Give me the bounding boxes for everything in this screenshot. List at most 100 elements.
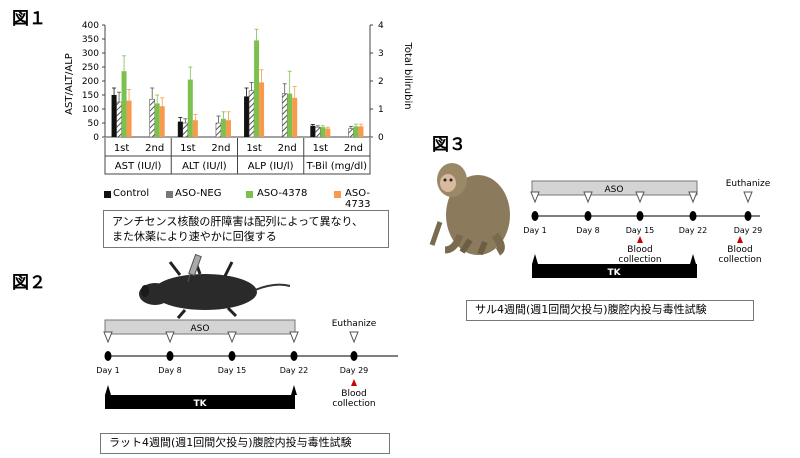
fig2-aso-bar bbox=[104, 319, 296, 335]
day-label: Day 15 bbox=[626, 226, 655, 235]
bar-control bbox=[244, 96, 250, 137]
day-label: Day 8 bbox=[158, 366, 181, 375]
y2-tick-label: 3 bbox=[378, 49, 384, 59]
x-sub-tick-label: 2nd bbox=[145, 143, 164, 154]
day-dot bbox=[744, 211, 752, 221]
day-label: Day 22 bbox=[679, 226, 708, 235]
fig3-blood-marker-day29 bbox=[737, 236, 743, 243]
x-sub-tick-label: 1st bbox=[180, 143, 196, 154]
day-label: Day 22 bbox=[280, 366, 309, 375]
bar-aso-4378 bbox=[287, 93, 293, 137]
fig3-blood15-line-1: Blood bbox=[627, 245, 652, 255]
dose-marker bbox=[635, 191, 645, 204]
bar-aso-4733 bbox=[192, 120, 198, 137]
x-sub-tick-label: 2nd bbox=[211, 143, 230, 154]
legend-label-aso-4733: ASO-4733 bbox=[345, 188, 371, 210]
y-tick-label: 150 bbox=[82, 91, 99, 101]
legend-label-aso-4378: ASO-4378 bbox=[257, 188, 308, 199]
y2-tick-label: 0 bbox=[378, 133, 384, 143]
fig2-blood-line-2: collection bbox=[332, 399, 375, 409]
bar-aso-4733 bbox=[325, 128, 331, 137]
tk-marker bbox=[105, 385, 111, 395]
day-dot bbox=[689, 211, 697, 221]
day-dot bbox=[104, 351, 112, 361]
x-group-label: AST (IU/l) bbox=[115, 161, 162, 172]
day-label: Day 1 bbox=[523, 226, 546, 235]
fig3-label: 図３ bbox=[432, 135, 466, 155]
fig2-euthanize-label: Euthanize bbox=[332, 319, 377, 329]
y2-tick-label: 2 bbox=[378, 77, 384, 87]
x-sub-tick-label: 2nd bbox=[344, 143, 363, 154]
fig2-tk-label: TK bbox=[193, 399, 207, 409]
bar-control bbox=[177, 121, 183, 137]
legend: Control ASO-NEG ASO-4378 ASO-4733 bbox=[104, 188, 394, 210]
fig3-tk-bar bbox=[532, 264, 697, 278]
dose-marker bbox=[530, 191, 540, 204]
day-dot bbox=[350, 351, 358, 361]
monkey-illustration bbox=[429, 163, 510, 256]
x-group-label: ALP (IU/l) bbox=[248, 161, 294, 172]
y-tick-label: 400 bbox=[82, 21, 99, 31]
bar-control bbox=[111, 95, 117, 137]
y2-tick-label: 1 bbox=[378, 105, 384, 115]
tk-marker bbox=[291, 385, 297, 395]
fig3-blood29-line-1: Blood bbox=[727, 245, 752, 255]
bar-aso-4733 bbox=[159, 106, 165, 137]
fig2-caption: ラット4週間(週1回間欠投与)腹腔内投与毒性試験 bbox=[100, 433, 390, 454]
y-tick-label: 50 bbox=[88, 119, 100, 129]
day-label: Day 8 bbox=[576, 226, 599, 235]
y2-axis-label: Total bilirubin bbox=[402, 41, 413, 109]
dose-marker bbox=[103, 331, 113, 344]
fig1-caption: アンチセンス核酸の肝障害は配列によって異なり、 また休薬により速やかに回復する bbox=[103, 210, 389, 248]
fig2-label: 図２ bbox=[12, 273, 46, 293]
y-axis-label: AST/ALT/ALP bbox=[64, 53, 75, 115]
fig3-aso-bar bbox=[531, 180, 698, 196]
fig3-euthanize-label: Euthanize bbox=[726, 179, 771, 189]
legend-label-aso-neg: ASO-NEG bbox=[175, 188, 222, 199]
bar-aso-4733 bbox=[259, 82, 265, 137]
legend-swatch-control bbox=[104, 191, 111, 198]
bar-aso-4378 bbox=[220, 118, 226, 137]
fig1-label: 図１ bbox=[12, 9, 46, 29]
bar-aso-4378 bbox=[353, 126, 359, 137]
fig2-blood-line-1: Blood bbox=[341, 389, 366, 399]
bar-aso-4378 bbox=[187, 79, 193, 137]
x-sub-tick-label: 1st bbox=[313, 143, 329, 154]
bar-aso-4733 bbox=[358, 126, 364, 137]
fig3-euthanize-marker bbox=[743, 191, 753, 204]
day-dot bbox=[290, 351, 298, 361]
bar-aso-4378 bbox=[121, 71, 127, 137]
day-dot bbox=[531, 211, 539, 221]
fig2-euthanize-marker bbox=[349, 331, 359, 344]
y-tick-label: 100 bbox=[82, 105, 99, 115]
bar-aso-4733 bbox=[126, 100, 132, 137]
y-tick-label: 300 bbox=[82, 49, 99, 59]
fig3-aso-label: ASO bbox=[605, 185, 624, 195]
fig1-caption-line-1: アンチセンス核酸の肝障害は配列によって異なり、 bbox=[112, 215, 364, 228]
dose-marker bbox=[289, 331, 299, 344]
legend-swatch-aso-4378 bbox=[246, 191, 253, 198]
dose-marker bbox=[165, 331, 175, 344]
y-tick-label: 0 bbox=[93, 133, 99, 143]
fig2-aso-label: ASO bbox=[191, 324, 210, 334]
legend-label-control: Control bbox=[113, 188, 150, 199]
bar-aso-4378 bbox=[154, 103, 160, 137]
day-dot bbox=[636, 211, 644, 221]
fig2-tk-bar bbox=[105, 395, 295, 409]
fig1-caption-line-2: また休薬により速やかに回復する bbox=[112, 230, 277, 243]
day-label: Day 29 bbox=[734, 226, 763, 235]
tk-marker bbox=[690, 254, 696, 264]
rat-illustration bbox=[139, 253, 291, 319]
fig1-chart: 0 50 100 150 200 250 300 350 400 0 1 2 3 4 1st 2nd 1st 2n… bbox=[64, 21, 413, 175]
x-sub-tick-label: 2nd bbox=[278, 143, 297, 154]
dose-marker bbox=[227, 331, 237, 344]
tk-marker bbox=[532, 254, 538, 264]
bar-control bbox=[310, 125, 316, 137]
fig3-blood15-line-2: collection bbox=[618, 255, 661, 265]
legend-swatch-aso-neg bbox=[166, 191, 173, 198]
fig2-blood-marker bbox=[351, 379, 357, 386]
y-tick-label: 250 bbox=[82, 63, 99, 73]
dose-marker bbox=[583, 191, 593, 204]
x-sub-tick-label: 1st bbox=[246, 143, 262, 154]
